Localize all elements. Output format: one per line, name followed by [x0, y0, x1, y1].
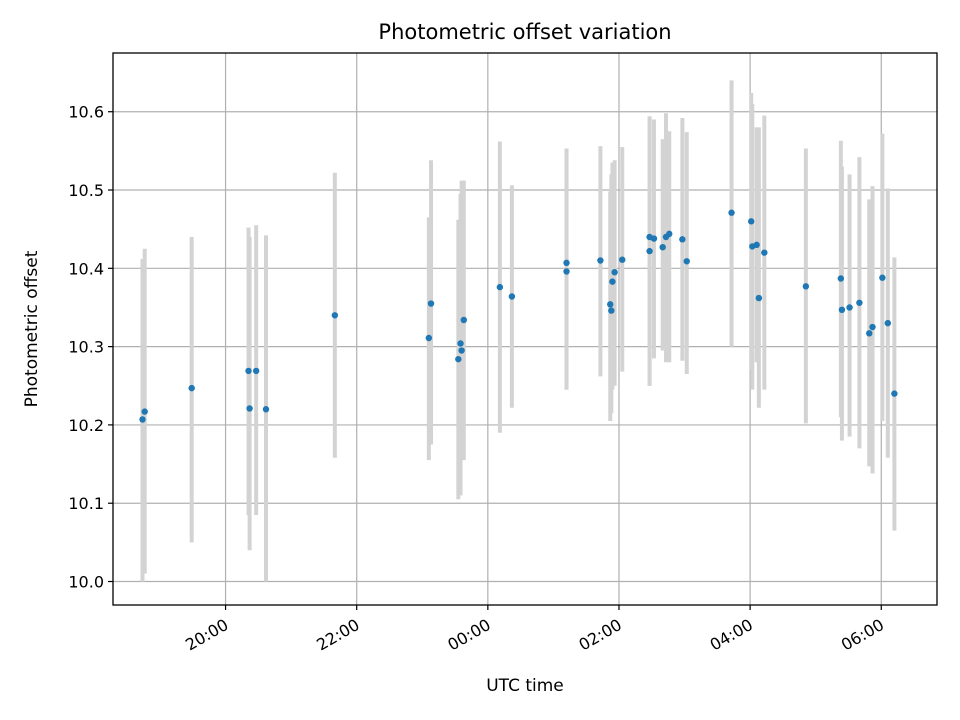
y-tick-label: 10.0	[68, 573, 104, 592]
data-point	[245, 367, 252, 375]
x-tick-label: 02:00	[576, 615, 625, 655]
data-point	[761, 249, 768, 256]
y-tick-label: 10.5	[68, 181, 104, 200]
data-point	[496, 283, 504, 291]
data-point	[608, 307, 615, 314]
data-point	[425, 334, 433, 342]
data-point	[666, 230, 673, 238]
data-point	[331, 312, 339, 319]
x-axis-label: UTC time	[486, 676, 564, 696]
data-point	[458, 347, 465, 354]
data-point	[139, 416, 146, 423]
data-point	[455, 355, 462, 363]
data-point	[563, 268, 570, 275]
x-tick-label: 06:00	[838, 615, 887, 655]
error-bars	[140, 80, 897, 582]
data-point	[802, 283, 810, 290]
data-point	[869, 323, 876, 331]
data-point	[457, 340, 464, 347]
data-point	[508, 293, 516, 300]
data-point	[597, 257, 604, 264]
data-point	[728, 209, 735, 216]
data-point	[650, 235, 658, 242]
data-points	[139, 209, 898, 423]
data-point	[611, 269, 618, 276]
data-point	[753, 241, 760, 249]
data-point	[188, 384, 195, 392]
y-tick-label: 10.6	[68, 103, 104, 122]
data-point	[838, 306, 846, 314]
y-axis-label: Photometric offset	[22, 250, 42, 407]
plot-frame	[112, 52, 938, 606]
data-point	[460, 316, 468, 324]
x-tick-label: 04:00	[707, 615, 756, 655]
x-axis-ticks: 20:00 22:00 00:00 02:00 04:00 06:00	[182, 605, 887, 655]
y-tick-label: 10.4	[68, 259, 104, 278]
data-point	[252, 367, 260, 375]
y-tick-label: 10.1	[68, 494, 104, 513]
data-point	[879, 274, 886, 281]
data-point	[679, 236, 686, 243]
x-tick-label: 22:00	[313, 615, 362, 655]
data-point	[755, 294, 763, 302]
data-point	[891, 390, 898, 397]
y-tick-label: 10.2	[68, 416, 104, 435]
x-tick-label: 20:00	[182, 615, 231, 655]
data-point	[141, 408, 148, 415]
data-point	[866, 330, 873, 337]
data-point	[607, 301, 614, 308]
data-point	[748, 218, 755, 225]
data-point	[683, 258, 690, 265]
data-point	[619, 256, 626, 263]
data-point	[609, 278, 616, 285]
data-point	[846, 304, 853, 311]
data-point	[659, 243, 666, 251]
data-point	[427, 300, 435, 307]
data-point	[856, 299, 863, 306]
y-axis-ticks: 10.0 10.1 10.2 10.3 10.4 10.5 10.6	[68, 103, 113, 592]
data-point	[246, 405, 253, 412]
grid	[113, 53, 937, 605]
data-point	[563, 259, 570, 267]
x-tick-label: 00:00	[444, 615, 493, 655]
chart-title: Photometric offset variation	[378, 20, 671, 44]
data-point	[837, 275, 845, 282]
data-point	[262, 406, 270, 413]
data-point	[884, 319, 892, 327]
y-tick-label: 10.3	[68, 338, 104, 357]
data-point	[646, 247, 653, 255]
